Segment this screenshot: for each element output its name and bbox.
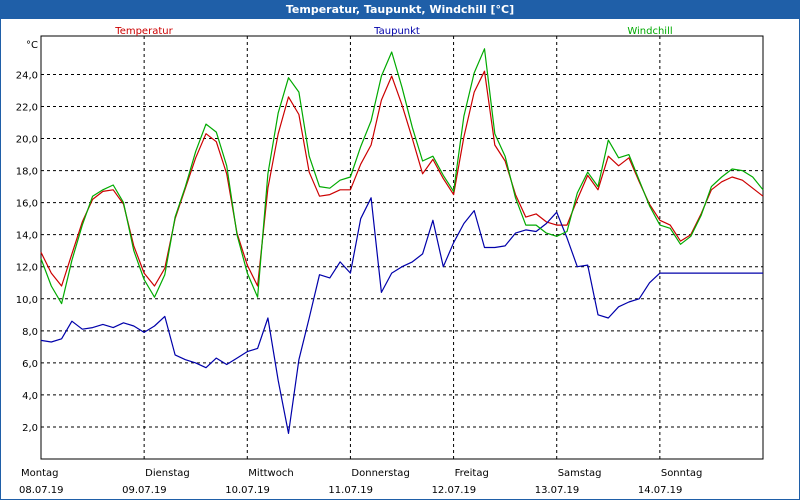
- legend-item-taupunkt: Taupunkt: [373, 26, 420, 37]
- plot-area-border: [40, 35, 764, 460]
- x-tick-date: 13.07.19: [535, 485, 580, 496]
- x-tick-date: 09.07.19: [122, 485, 167, 496]
- x-tick-day: Samstag: [558, 468, 602, 479]
- y-tick-label: 12,0: [16, 263, 38, 274]
- y-tick-label: 4,0: [22, 391, 38, 402]
- y-tick-label: 24,0: [16, 70, 38, 81]
- y-tick-label: 8,0: [22, 327, 38, 338]
- y-tick-label: 2,0: [22, 423, 38, 434]
- x-tick-day: Sonntag: [661, 468, 703, 479]
- y-tick-label: 18,0: [16, 167, 38, 178]
- x-tick-date: 10.07.19: [225, 485, 270, 496]
- series-line-temperatur: [40, 70, 764, 287]
- grid-lines: [41, 36, 763, 459]
- x-tick-day: Freitag: [455, 468, 489, 479]
- y-tick-label: 16,0: [16, 199, 38, 210]
- series-line-taupunkt: [40, 197, 763, 434]
- x-tick-day: Montag: [21, 468, 58, 479]
- x-tick-day: Dienstag: [145, 468, 190, 479]
- y-tick-label: 10,0: [16, 295, 38, 306]
- y-tick-label: 22,0: [16, 103, 38, 114]
- series-line-windchill: [40, 48, 764, 305]
- y-tick-label: 20,0: [16, 135, 38, 146]
- legend-item-temperatur: Temperatur: [114, 26, 173, 37]
- y-tick-label: 6,0: [22, 359, 38, 370]
- x-axis: Montag 08.07.19 Dienstag 09.07.19 Mittwoch 10…: [19, 468, 702, 496]
- x-tick-date: 11.07.19: [328, 485, 373, 496]
- legend-item-windchill: Windchill: [627, 26, 672, 37]
- x-tick-date: 08.07.19: [19, 485, 64, 496]
- x-tick-day: Mittwoch: [248, 468, 293, 479]
- y-axis-unit: °C: [26, 40, 38, 51]
- x-tick-day: Donnerstag: [351, 468, 409, 479]
- x-tick-date: 14.07.19: [638, 485, 683, 496]
- y-tick-label: 14,0: [16, 231, 38, 242]
- legend: Temperatur Taupunkt Windchill: [114, 26, 672, 37]
- y-axis: 2,0 4,0 6,0 8,0 10,0 12,0 14,0 16,0 18,0 20,0 22,0…: [16, 70, 38, 434]
- series-lines: [40, 48, 764, 434]
- x-tick-date: 12.07.19: [432, 485, 477, 496]
- chart-title: Temperatur, Taupunkt, Windchill [°C]: [1, 1, 799, 19]
